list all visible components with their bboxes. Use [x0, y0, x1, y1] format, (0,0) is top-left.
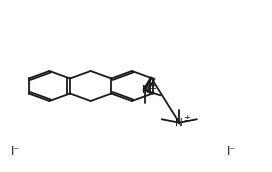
Text: N: N	[142, 85, 149, 95]
Text: N: N	[175, 118, 183, 128]
Text: ±: ±	[183, 114, 190, 123]
Text: ±: ±	[150, 82, 156, 91]
Text: I⁻: I⁻	[227, 145, 237, 158]
Text: I⁻: I⁻	[11, 145, 20, 158]
